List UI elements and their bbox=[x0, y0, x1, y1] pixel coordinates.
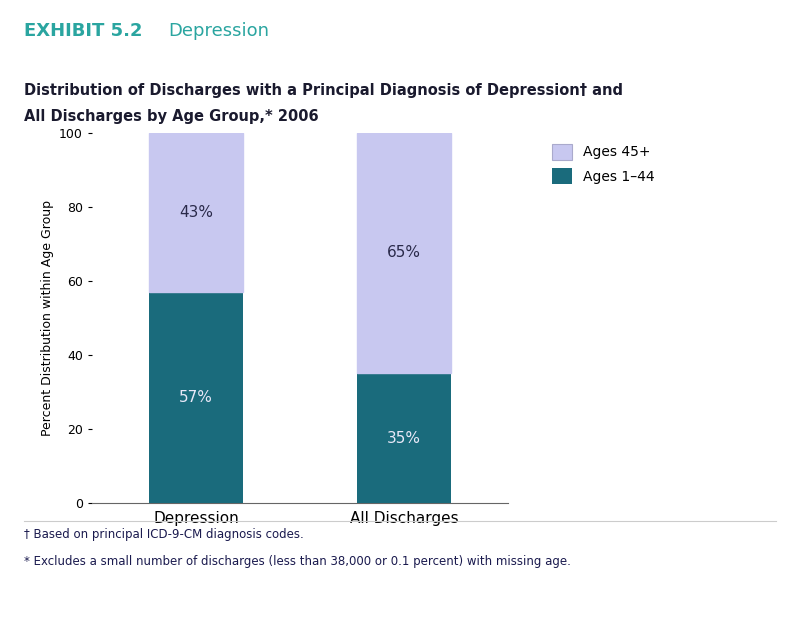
Text: 43%: 43% bbox=[179, 205, 213, 220]
Text: 35%: 35% bbox=[387, 431, 421, 445]
Text: All Discharges by Age Group,* 2006: All Discharges by Age Group,* 2006 bbox=[24, 109, 318, 124]
Text: Depression: Depression bbox=[168, 22, 269, 39]
Legend: Ages 45+, Ages 1–44: Ages 45+, Ages 1–44 bbox=[548, 139, 658, 188]
Bar bbox=[358, 133, 451, 373]
Text: EXHIBIT 5.2: EXHIBIT 5.2 bbox=[24, 22, 142, 39]
Text: 65%: 65% bbox=[387, 246, 421, 260]
Text: 57%: 57% bbox=[179, 390, 213, 405]
Bar bbox=[149, 133, 243, 292]
Y-axis label: Percent Distribution within Age Group: Percent Distribution within Age Group bbox=[41, 200, 54, 436]
Text: † Based on principal ICD-9-CM diagnosis codes.: † Based on principal ICD-9-CM diagnosis … bbox=[24, 528, 304, 540]
Bar bbox=[358, 373, 451, 503]
Text: * Excludes a small number of discharges (less than 38,000 or 0.1 percent) with m: * Excludes a small number of discharges … bbox=[24, 555, 571, 568]
Bar bbox=[149, 292, 243, 503]
Text: Distribution of Discharges with a Principal Diagnosis of Depression† and: Distribution of Discharges with a Princi… bbox=[24, 83, 623, 98]
